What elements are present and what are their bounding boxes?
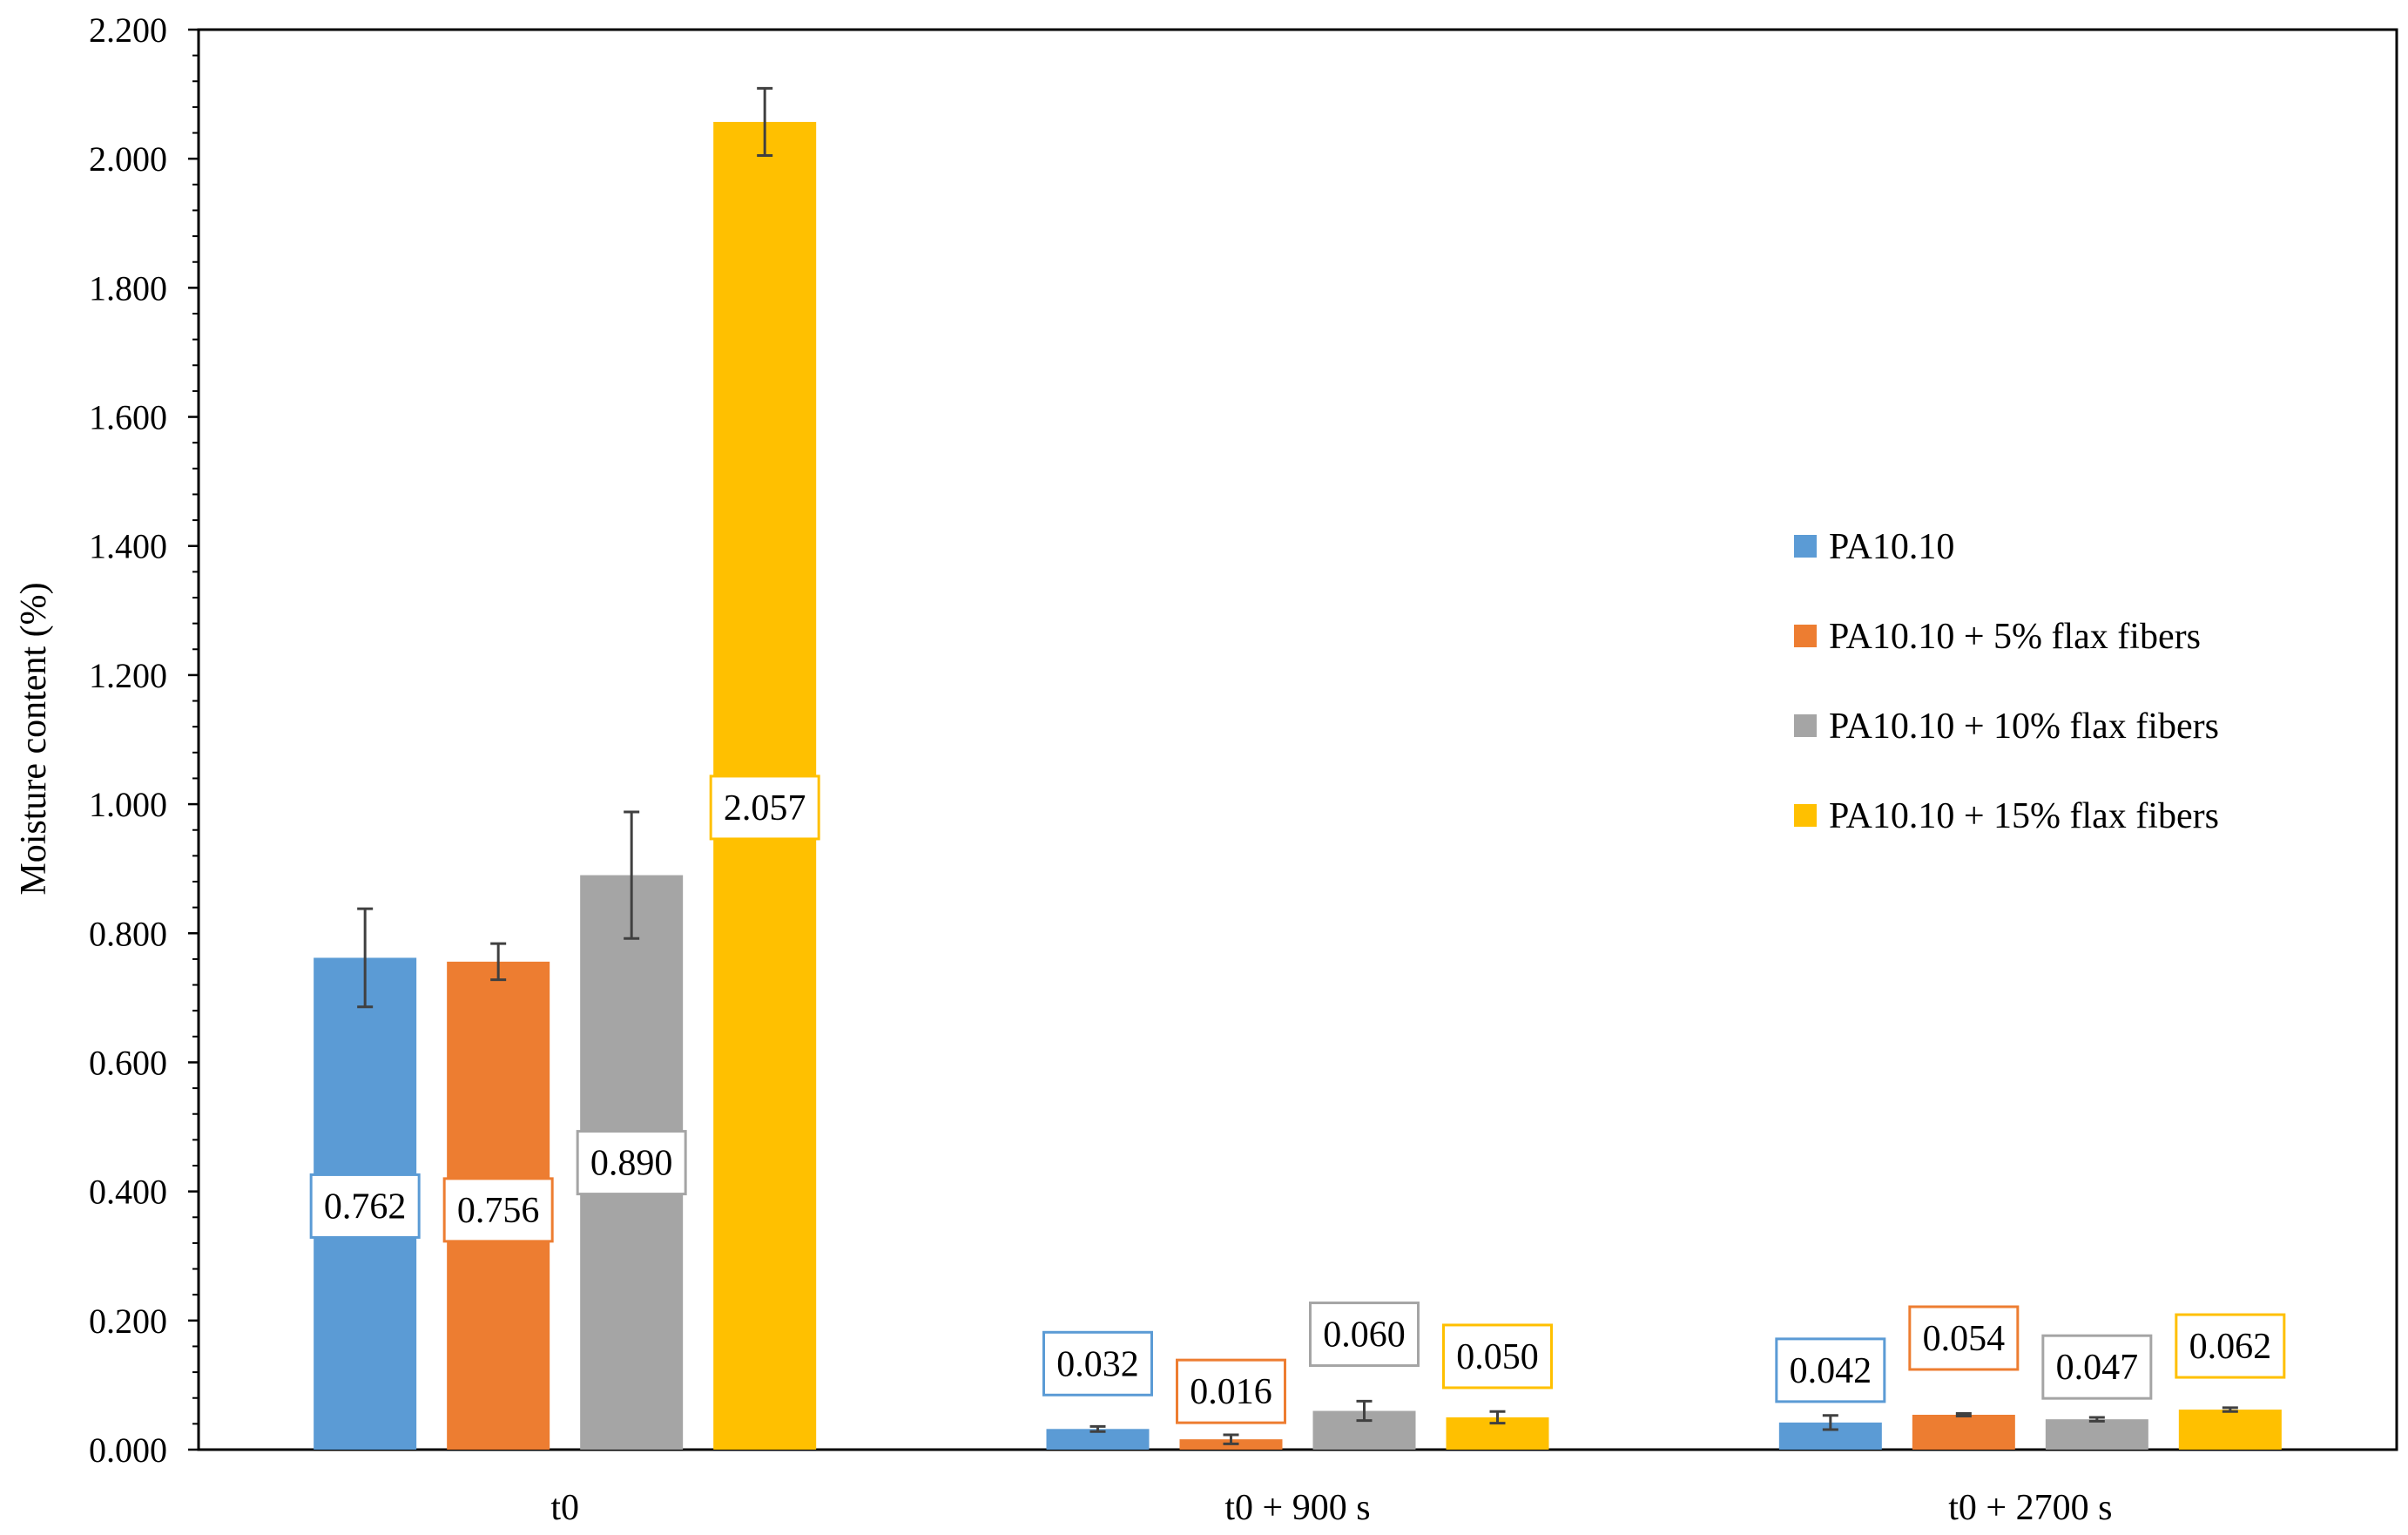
- data-label: 2.057: [724, 788, 806, 828]
- data-label: 0.054: [1923, 1319, 2006, 1359]
- x-axis: t0 t0 + 900 s t0 + 2700 s: [550, 1488, 2112, 1528]
- data-label-box: [1908, 1305, 2020, 1371]
- x-tick-label: t0 + 2700 s: [1948, 1488, 2112, 1528]
- data-label-box: [1442, 1323, 1553, 1390]
- data-label: 0.060: [1323, 1315, 1406, 1356]
- legend-label: PA10.10: [1829, 527, 1954, 567]
- data-label: 0.756: [457, 1191, 540, 1231]
- y-axis: 0.000 0.200 0.400 0.600 0.800 1.000 1.200 1.400…: [89, 10, 199, 1470]
- y-tick-label: 0.200: [89, 1302, 167, 1341]
- legend-label: PA10.10 + 10% flax fibers: [1829, 707, 2219, 747]
- legend-label: PA10.10 + 5% flax fibers: [1829, 617, 2201, 657]
- legend: PA10.10 PA10.10 + 5% flax fibers PA10.10 +…: [1794, 527, 2219, 836]
- y-tick-label: 0.000: [89, 1430, 167, 1470]
- data-labels: 0.762 0.756 0.890 2.057 0.032 0.016 0.060 0.050…: [309, 774, 2286, 1424]
- data-label-box: [576, 1130, 687, 1196]
- data-label: 0.890: [590, 1144, 673, 1184]
- y-tick-label: 1.200: [89, 656, 167, 695]
- x-tick-label: t0 + 900 s: [1224, 1488, 1370, 1528]
- y-tick-label: 2.000: [89, 139, 167, 179]
- data-label: 0.016: [1190, 1372, 1272, 1412]
- bar: [1912, 1414, 2015, 1450]
- y-tick-label: 2.200: [89, 10, 167, 50]
- data-label: 0.062: [2189, 1327, 2272, 1367]
- data-label-box: [2041, 1334, 2153, 1400]
- x-tick-label: t0: [550, 1488, 579, 1528]
- data-label-box: [309, 1173, 421, 1239]
- data-label-box: [1309, 1302, 1420, 1368]
- y-tick-label: 1.600: [89, 398, 167, 437]
- legend-label: PA10.10 + 15% flax fibers: [1829, 796, 2219, 836]
- y-tick-label: 0.800: [89, 914, 167, 953]
- data-label: 0.042: [1790, 1351, 1872, 1391]
- data-label: 0.032: [1056, 1344, 1139, 1384]
- data-label: 0.050: [1456, 1337, 1539, 1377]
- data-label-box: [2175, 1313, 2286, 1379]
- data-label: 0.762: [324, 1187, 407, 1227]
- data-label-box: [1775, 1337, 1886, 1403]
- y-tick-label: 0.600: [89, 1043, 167, 1082]
- bar: [1046, 1429, 1150, 1450]
- bar: [2045, 1419, 2148, 1450]
- data-label-box: [709, 774, 820, 841]
- y-tick-label: 1.400: [89, 527, 167, 566]
- data-label-box: [442, 1177, 554, 1243]
- legend-swatch: [1794, 804, 1817, 827]
- y-tick-label: 1.000: [89, 785, 167, 824]
- data-label-box: [1176, 1358, 1286, 1424]
- data-label: 0.047: [2056, 1348, 2139, 1388]
- plot-frame: [197, 28, 2398, 1451]
- y-tick-label: 0.400: [89, 1173, 167, 1212]
- error-bars: [357, 86, 2238, 1445]
- bar: [2178, 1410, 2282, 1450]
- legend-swatch: [1794, 714, 1817, 737]
- legend-swatch: [1794, 535, 1817, 558]
- y-tick-label: 1.800: [89, 268, 167, 308]
- y-axis-title: Moisture content (%): [14, 582, 54, 895]
- data-label-box: [1042, 1330, 1153, 1396]
- legend-swatch: [1794, 625, 1817, 647]
- plot-border: [197, 28, 2398, 1451]
